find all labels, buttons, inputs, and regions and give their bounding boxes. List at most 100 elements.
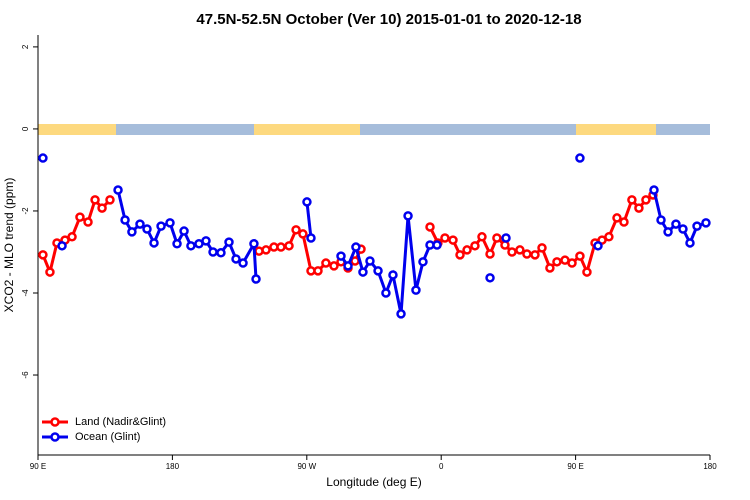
x-tick-label: 0 — [439, 462, 444, 471]
y-tick-label: -6 — [21, 371, 30, 379]
data-point — [692, 221, 702, 231]
data-point — [75, 212, 85, 222]
data-point — [462, 245, 472, 255]
data-point — [627, 195, 637, 205]
data-point — [142, 224, 152, 234]
data-point — [238, 258, 248, 268]
data-point — [593, 241, 603, 251]
data-point — [641, 195, 651, 205]
data-point — [418, 257, 428, 267]
legend-label: Land (Nadir&Glint) — [75, 416, 166, 428]
data-point — [582, 267, 592, 277]
data-point — [201, 236, 211, 246]
x-tick-label: 90 E — [30, 462, 46, 471]
data-point — [351, 242, 361, 252]
data-point — [432, 240, 442, 250]
data-point — [224, 237, 234, 247]
x-tick-label: 180 — [703, 462, 717, 471]
y-tick-label: -4 — [21, 289, 30, 297]
land-strip — [254, 124, 360, 135]
data-point — [492, 233, 502, 243]
data-point — [329, 261, 339, 271]
series-line — [305, 201, 313, 239]
data-point — [373, 266, 383, 276]
data-point — [530, 250, 540, 260]
data-point — [619, 217, 629, 227]
land-strip — [576, 124, 656, 135]
data-point — [216, 248, 226, 258]
data-point — [127, 227, 137, 237]
data-point — [313, 266, 323, 276]
data-point — [396, 309, 406, 319]
x-tick-label: 180 — [166, 462, 180, 471]
data-point — [507, 247, 517, 257]
data-point — [388, 270, 398, 280]
data-point — [403, 211, 413, 221]
data-point — [165, 218, 175, 228]
data-point — [291, 225, 301, 235]
data-point — [135, 219, 145, 229]
data-point — [701, 218, 711, 228]
data-point — [485, 249, 495, 259]
data-point — [276, 242, 286, 252]
data-point — [575, 153, 585, 163]
data-point — [448, 235, 458, 245]
data-point — [663, 227, 673, 237]
data-point — [411, 285, 421, 295]
data-point — [612, 213, 622, 223]
legend-marker — [50, 432, 60, 442]
legend-marker — [50, 417, 60, 427]
data-point — [97, 203, 107, 213]
data-point — [604, 232, 614, 242]
data-point — [172, 239, 182, 249]
data-point — [678, 224, 688, 234]
data-point — [545, 263, 555, 273]
data-point — [567, 258, 577, 268]
data-point — [298, 229, 308, 239]
y-tick-label: 0 — [21, 126, 30, 131]
data-point — [251, 274, 261, 284]
data-point — [67, 232, 77, 242]
data-point — [634, 203, 644, 213]
data-point — [656, 215, 666, 225]
data-point — [249, 239, 259, 249]
data-point — [440, 233, 450, 243]
data-point — [179, 226, 189, 236]
data-point — [501, 233, 511, 243]
data-point — [522, 249, 532, 259]
data-point — [575, 251, 585, 261]
data-point — [336, 251, 346, 261]
data-point — [515, 245, 525, 255]
data-point — [365, 256, 375, 266]
data-point — [425, 222, 435, 232]
data-point — [306, 233, 316, 243]
data-point — [485, 273, 495, 283]
data-point — [83, 217, 93, 227]
data-point — [113, 185, 123, 195]
data-point — [261, 245, 271, 255]
y-axis-label: XCO2 - MLO trend (ppm) — [2, 178, 16, 313]
data-point — [231, 254, 241, 264]
data-point — [685, 238, 695, 248]
data-point — [45, 267, 55, 277]
series-line — [428, 193, 654, 277]
land-strip — [38, 124, 116, 135]
y-tick-label: 2 — [21, 44, 30, 49]
x-axis-label: Longitude (deg E) — [326, 475, 421, 489]
x-tick-label: 90 W — [297, 462, 316, 471]
data-point — [552, 257, 562, 267]
data-point — [321, 258, 331, 268]
legend-label: Ocean (Glint) — [75, 431, 140, 443]
data-point — [470, 241, 480, 251]
data-point — [302, 197, 312, 207]
ocean-strip — [38, 124, 710, 135]
data-point — [90, 195, 100, 205]
data-point — [358, 267, 368, 277]
data-point — [649, 185, 659, 195]
data-point — [38, 250, 48, 260]
data-point — [105, 195, 115, 205]
data-point — [149, 238, 159, 248]
data-point — [38, 153, 48, 163]
data-point — [537, 243, 547, 253]
